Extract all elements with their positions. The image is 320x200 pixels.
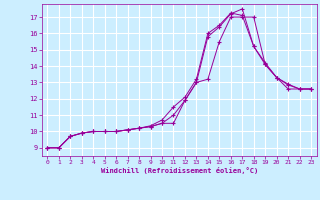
X-axis label: Windchill (Refroidissement éolien,°C): Windchill (Refroidissement éolien,°C) <box>100 167 258 174</box>
